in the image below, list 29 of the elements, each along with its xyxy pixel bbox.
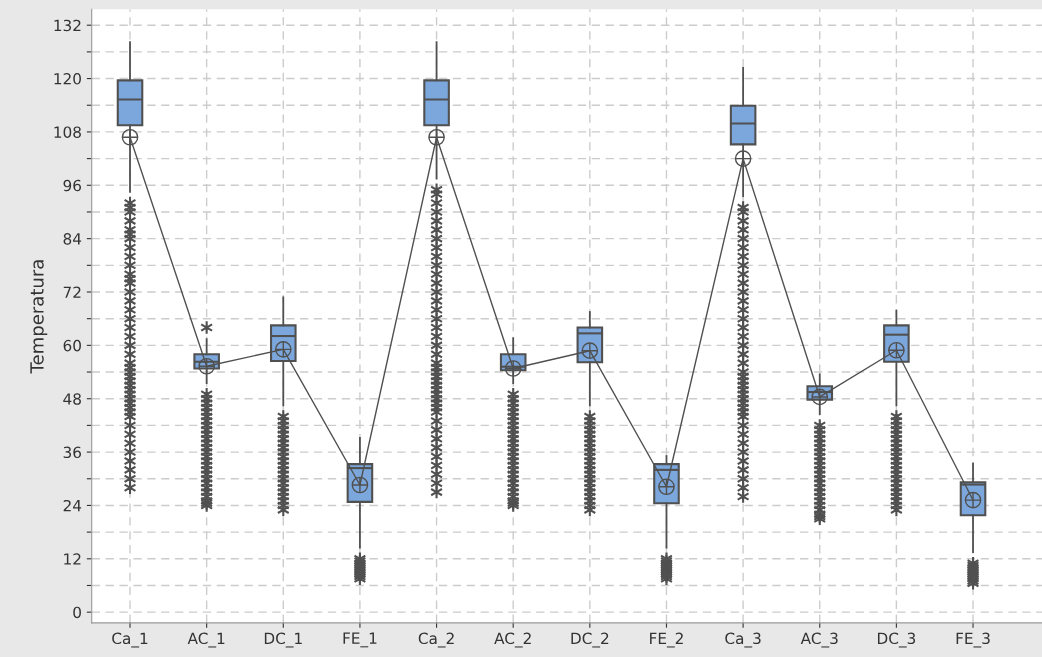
x-tick-label: AC_3 xyxy=(800,632,838,648)
y-tick-label: 12 xyxy=(64,553,81,565)
point xyxy=(428,128,445,146)
y-tick-label: 0 xyxy=(73,606,81,619)
x-tick-label: FE_3 xyxy=(956,632,990,648)
x-tick-label: Ca_3 xyxy=(725,632,761,648)
x-tick-label: Ca_2 xyxy=(418,632,454,648)
y-tick-label: 132 xyxy=(54,19,81,32)
point xyxy=(121,128,139,146)
y-tick-label: 84 xyxy=(63,233,82,245)
y-tick-label: 24 xyxy=(63,499,82,512)
x-tick-label: FE_1 xyxy=(343,632,377,648)
y-axis-title: Temperatura xyxy=(30,260,48,374)
x-tick-label: DC_3 xyxy=(877,632,916,648)
y-tick-label: 108 xyxy=(54,126,81,138)
x-tick-label: DC_1 xyxy=(264,632,302,648)
x-tick-label: DC_2 xyxy=(571,632,609,648)
x-tick-label: Ca_1 xyxy=(112,632,148,648)
y-tick-label: 36 xyxy=(63,446,82,459)
x-tick-label: AC_1 xyxy=(187,632,225,648)
y-tick-label: 120 xyxy=(54,73,81,85)
y-tick-label: 96 xyxy=(63,179,82,192)
y-tick-label: 72 xyxy=(63,286,81,298)
y-tick-label: 48 xyxy=(63,393,81,405)
x-tick-label: FE_2 xyxy=(650,632,683,648)
point xyxy=(734,150,752,167)
point xyxy=(198,357,215,375)
y-tick-label: 60 xyxy=(63,339,81,352)
x-tick-label: AC_2 xyxy=(494,632,531,648)
